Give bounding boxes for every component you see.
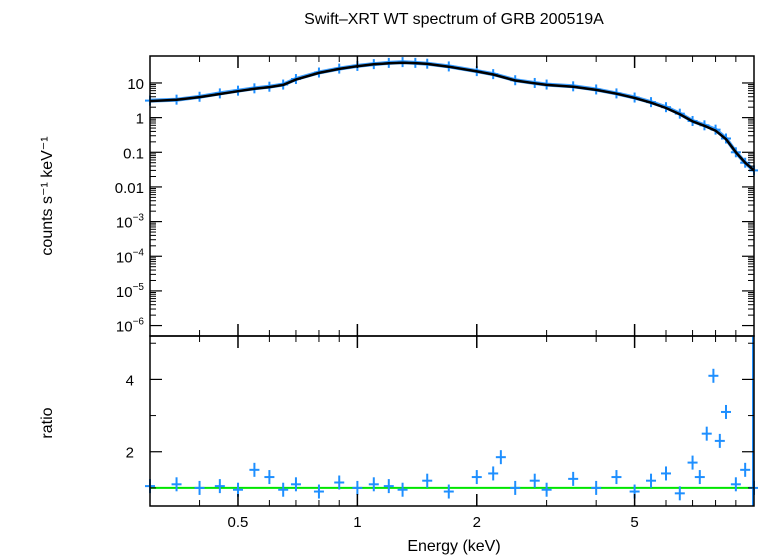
main-y-tick-label: 0.1 [123,145,144,162]
ratio-point [397,482,408,497]
ratio-point [334,475,345,490]
ratio-y-tick-label: 4 [126,372,134,389]
ratio-point [740,462,751,477]
ratio-point [730,477,741,492]
ratio-point [194,480,205,495]
ratio-point [249,462,260,477]
main-y-axis: 10 1 0.1 0.01 10−3 10−4 10−5 10−6 [115,76,754,336]
x-axis-label: Energy (keV) [407,538,500,555]
main-y-tick-label: 10−5 [116,282,145,301]
ratio-point [488,466,499,481]
ratio-point [568,471,579,486]
main-y-axis-label: counts s⁻¹ keV⁻¹ [39,136,56,255]
x-axis: 0.5 1 2 5 [199,56,737,531]
ratio-point [383,479,394,494]
ratio-point [313,484,324,499]
x-tick-label: 1 [353,514,361,531]
data-series [145,57,758,176]
ratio-point [708,368,719,383]
ratio-point [611,470,622,485]
ratio-point [694,470,705,485]
x-tick-label: 5 [630,514,638,531]
ratio-point [264,470,275,485]
ratio-y-axis-label: ratio [39,407,56,438]
ratio-point [171,477,182,492]
model-line [149,61,755,172]
ratio-point [714,433,725,448]
ratio-y-axis: 24 [126,342,754,489]
ratio-panel: 24 ratio [39,335,758,507]
data-series-band [149,60,756,172]
ratio-panel-frame [149,335,755,507]
ratio-point [214,479,225,494]
main-y-tick-label: 10−4 [116,247,145,266]
x-tick-label: 2 [473,514,481,531]
ratio-point [701,426,712,441]
ratio-point [471,470,482,485]
ratio-point [510,480,521,495]
ratio-point [674,486,685,501]
x-tick-label: 0.5 [228,514,249,531]
ratio-point [443,484,454,499]
main-y-tick-label: 10−3 [116,213,145,232]
ratio-point [541,482,552,497]
main-panel-frame [149,55,755,337]
main-panel: 10 1 0.1 0.01 10−3 10−4 10−5 10−6 counts s⁻¹ ke… [39,55,758,337]
ratio-point [661,466,672,481]
ratio-point [721,404,732,419]
ratio-point [495,450,506,465]
ratio-point [591,480,602,495]
ratio-point [352,480,363,495]
ratio-point [687,455,698,470]
ratio-point [529,473,540,488]
ratio-point [290,477,301,492]
main-y-tick-label: 1 [136,111,144,128]
ratio-point [646,473,657,488]
ratio-point [422,473,433,488]
ratio-point [278,482,289,497]
ratio-y-tick-label: 2 [126,445,134,462]
chart-title: Swift–XRT WT spectrum of GRB 200519A [304,11,604,28]
main-y-tick-label: 10 [127,76,144,93]
ratio-series [145,336,758,506]
ratio-point [368,477,379,492]
main-y-tick-label: 0.01 [115,180,144,197]
main-y-tick-label: 10−6 [116,317,145,336]
